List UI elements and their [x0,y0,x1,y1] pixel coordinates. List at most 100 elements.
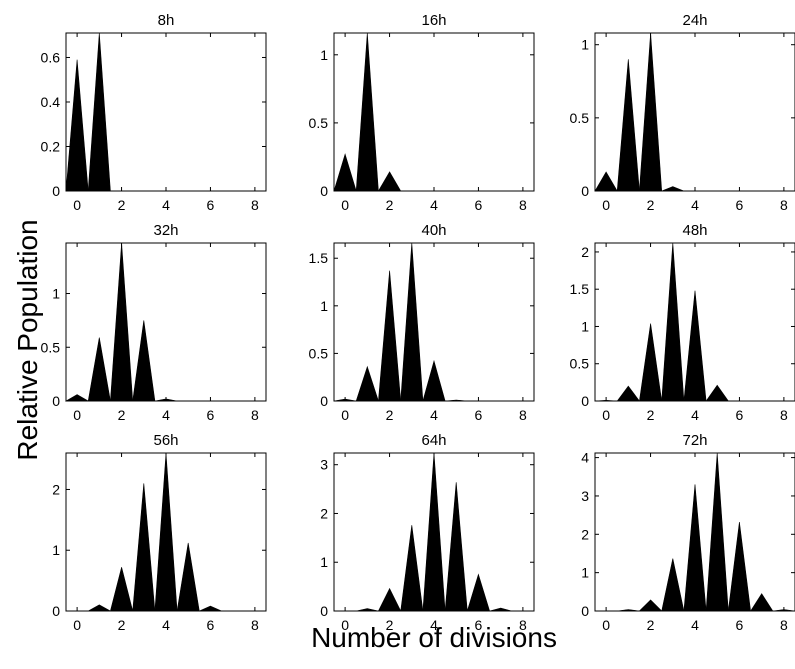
data-spike-40h-3 [400,242,424,402]
subplot-title-8h: 8h [158,12,175,29]
data-spike-48h-1 [616,385,640,402]
data-spike-24h-3 [661,186,685,192]
x-tick-label-64h-0: 0 [341,617,349,633]
data-spike-48h-4 [683,290,707,402]
x-tick-label-40h-0: 0 [341,407,349,423]
data-spike-56h-1 [88,604,111,612]
x-tick-label-16h-2: 2 [386,197,394,213]
data-spike-40h-4 [422,359,446,402]
x-tick-label-16h-8: 8 [519,197,527,213]
y-tick-label-64h-2: 2 [320,505,328,521]
data-spike-48h-3 [661,242,685,402]
data-spike-8h-1 [87,32,111,192]
y-tick-label-72h-2: 2 [581,526,589,542]
x-tick-label-64h-2: 2 [386,617,394,633]
data-spike-16h-1 [355,32,379,192]
x-tick-label-40h-4: 4 [430,407,438,423]
subplot-40h: 40h 0 2 4 6 8 0 0.5 1 1.5 [309,222,535,423]
subplot-title-24h: 24h [682,12,707,29]
x-tick-label-48h-0: 0 [602,407,610,423]
y-tick-label-72h-0: 0 [581,603,589,619]
data-spike-56h-5 [176,542,200,612]
y-axis-label: Relative Population [12,219,43,461]
x-tick-label-24h-0: 0 [602,197,610,213]
subplot-title-40h: 40h [421,222,446,239]
y-tick-label-48h-4: 2 [581,244,589,260]
x-tick-label-56h-0: 0 [73,617,81,633]
y-tick-label-32h-0: 0 [52,393,60,409]
subplot-56h: 56h 0 2 4 6 8 0 1 2 [52,432,267,633]
x-tick-label-24h-4: 4 [691,197,699,213]
subplot-title-48h: 48h [682,222,707,239]
y-tick-label-64h-1: 1 [320,554,328,570]
data-spike-16h-0 [333,153,357,192]
subplot-title-16h: 16h [421,12,446,29]
y-tick-label-24h-0: 0 [581,183,589,199]
x-tick-label-32h-4: 4 [162,407,170,423]
y-tick-label-56h-1: 1 [52,542,60,558]
subplot-64h: 64h 0 2 4 6 8 0 1 2 3 [320,432,535,633]
x-tick-label-48h-8: 8 [780,407,788,423]
x-tick-label-56h-6: 6 [207,617,215,633]
x-axis-label: Number of divisions [311,622,557,653]
y-tick-label-8h-3: 0.6 [41,49,61,65]
data-spike-32h-3 [132,320,156,402]
y-tick-label-32h-2: 1 [52,286,60,302]
y-tick-label-8h-2: 0.4 [41,94,61,110]
x-tick-label-72h-6: 6 [736,617,744,633]
x-tick-label-32h-8: 8 [251,407,259,423]
x-tick-label-32h-0: 0 [73,407,81,423]
data-spike-40h-2 [378,270,402,402]
y-tick-label-72h-4: 4 [581,450,589,466]
x-tick-label-64h-6: 6 [475,617,483,633]
x-tick-label-48h-2: 2 [647,407,655,423]
data-spike-72h-4 [683,484,707,612]
x-tick-label-32h-2: 2 [118,407,126,423]
y-tick-label-64h-0: 0 [320,603,328,619]
x-tick-label-64h-4: 4 [430,617,438,633]
subplot-16h: 16h 0 2 4 6 8 0 0.5 1 [309,12,535,213]
y-tick-label-56h-2: 2 [52,481,60,497]
y-tick-label-56h-0: 0 [52,603,60,619]
subplot-title-64h: 64h [421,432,446,449]
x-tick-label-16h-4: 4 [430,197,438,213]
subplot-32h: 32h 0 2 4 6 8 0 0.5 1 [41,222,267,423]
subplot-24h: 24h 0 2 4 6 8 0 0.5 1 [570,12,795,213]
subplot-title-72h: 72h [682,432,707,449]
data-spike-40h-1 [355,365,379,402]
x-tick-label-72h-2: 2 [647,617,655,633]
subplot-48h: 48h 0 2 4 6 8 0 0.5 1 1.5 2 [570,222,795,423]
data-spike-8h-0 [65,59,89,192]
data-spike-32h-2 [110,242,134,402]
data-spike-72h-5 [705,452,729,612]
y-tick-label-8h-0: 0 [52,183,60,199]
data-spike-48h-2 [639,323,663,402]
x-tick-label-56h-8: 8 [251,617,259,633]
data-spike-24h-2 [639,32,663,192]
x-tick-label-8h-4: 4 [162,197,170,213]
data-spike-24h-1 [616,59,640,192]
x-tick-label-72h-0: 0 [602,617,610,633]
y-tick-label-16h-0: 0 [320,183,328,199]
data-spike-56h-2 [110,567,134,612]
y-tick-label-24h-1: 0.5 [570,110,590,126]
data-spike-72h-6 [727,521,751,612]
y-tick-label-48h-1: 0.5 [570,356,590,372]
data-spike-64h-4 [422,452,446,612]
x-tick-label-56h-4: 4 [162,617,170,633]
x-tick-label-16h-6: 6 [475,197,483,213]
subplot-8h: 8h 0 2 4 6 8 0 0.2 0.4 0.6 [41,12,267,213]
data-spike-72h-7 [750,593,774,612]
x-tick-label-40h-2: 2 [386,407,394,423]
data-spike-56h-3 [132,483,156,612]
subplot-title-56h: 56h [153,432,178,449]
y-tick-label-40h-2: 1 [320,298,328,314]
subplot-title-32h: 32h [153,222,178,239]
data-spike-64h-5 [444,482,468,612]
x-tick-label-48h-4: 4 [691,407,699,423]
y-tick-label-72h-3: 3 [581,488,589,504]
y-tick-label-16h-2: 1 [320,47,328,63]
x-tick-label-8h-8: 8 [251,197,259,213]
y-tick-label-48h-0: 0 [581,393,589,409]
